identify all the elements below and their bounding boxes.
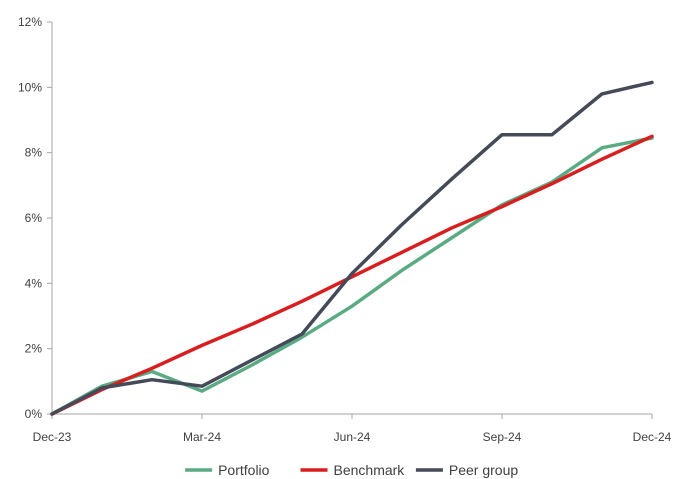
legend-label: Portfolio: [218, 462, 270, 478]
x-tick-label: Mar-24: [183, 430, 221, 444]
y-tick-label: 10%: [18, 80, 42, 94]
legend-label: Peer group: [449, 462, 518, 478]
y-tick-label: 0%: [25, 407, 43, 421]
x-tick-label: Jun-24: [334, 430, 371, 444]
y-tick-label: 6%: [25, 211, 43, 225]
legend-item: Peer group: [415, 462, 518, 478]
axes: 0% 2% 4% 6% 8% 10% 12% Dec-23 Mar-24 Jun-24 Sep-24…: [18, 15, 672, 444]
x-tick-label: Sep-24: [483, 430, 522, 444]
legend-item: Benchmark: [300, 462, 406, 478]
y-tick-label: 12%: [18, 15, 42, 29]
x-tick-label: Dec-23: [33, 430, 72, 444]
legend-item: Portfolio: [185, 462, 270, 478]
series-lines: [50, 80, 654, 416]
legend-label: Benchmark: [334, 462, 406, 478]
y-tick-label: 8%: [25, 146, 43, 160]
series-line-benchmark: [50, 134, 654, 416]
series-line-peer-group: [50, 80, 654, 416]
x-tick-label: Dec-24: [633, 430, 672, 444]
legend: Portfolio Benchmark Peer group: [185, 462, 518, 478]
y-tick-label: 2%: [25, 342, 43, 356]
y-tick-label: 4%: [25, 276, 43, 290]
